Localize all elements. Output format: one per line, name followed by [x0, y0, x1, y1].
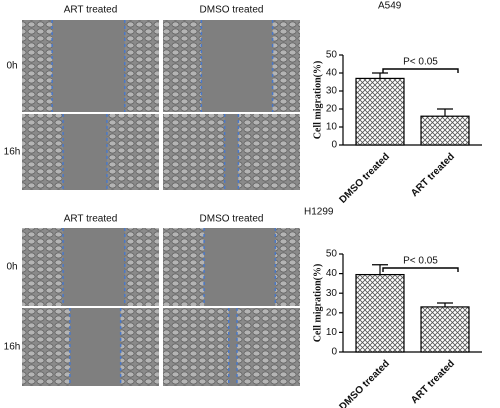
y-tick-label: 30 [326, 288, 338, 299]
x-tick-label: ART treated [409, 358, 457, 406]
cell-line-label: A549 [378, 1, 402, 12]
error-bar [372, 264, 388, 275]
y-tick-label: 40 [326, 268, 338, 279]
y-tick-label: 0 [331, 347, 337, 358]
annotation: P< 0.05 [403, 57, 438, 68]
column-label: ART treated [64, 5, 118, 16]
row-label: 0h [6, 61, 17, 72]
microscopy-image [163, 114, 300, 190]
wound-gap [63, 228, 125, 306]
wound-gap [52, 20, 125, 112]
bar [420, 306, 470, 353]
microscopy-image [22, 20, 159, 112]
x-tick-label: ART treated [409, 151, 457, 199]
wound-gap [228, 308, 237, 386]
row-label: 16h [4, 342, 21, 353]
error-bar [437, 302, 453, 307]
y-axis-label: Cell migration(%) [312, 264, 323, 343]
x-tick-label: DMSO treated [337, 358, 392, 408]
y-tick-label: 50 [326, 50, 338, 61]
annotation: P< 0.05 [403, 256, 438, 267]
row-label: 0h [6, 262, 17, 273]
y-tick-label: 10 [326, 327, 338, 338]
y-tick-label: 0 [331, 140, 337, 151]
significance-bracket [382, 267, 459, 272]
wound-gap [204, 228, 276, 306]
microscopy-image [22, 228, 159, 306]
wound-gap [201, 20, 273, 112]
microscopy-image [163, 20, 300, 112]
column-label: DMSO treated [200, 5, 264, 16]
microscopy-image [22, 308, 159, 386]
column-label: DMSO treated [200, 214, 264, 225]
y-tick-label: 10 [326, 122, 338, 133]
error-bar [437, 108, 453, 117]
column-label: ART treated [64, 214, 118, 225]
row-label: 16h [4, 147, 21, 158]
error-bar [372, 72, 388, 79]
microscopy-image [22, 114, 159, 190]
y-tick-label: 30 [326, 86, 338, 97]
y-axis-label: Cell migration(%) [312, 61, 323, 140]
wound-gap [63, 114, 107, 190]
bar [355, 273, 405, 353]
bar [355, 77, 405, 146]
wound-gap [224, 114, 239, 190]
wound-gap [69, 308, 121, 386]
microscopy-image [163, 228, 300, 306]
y-tick-label: 40 [326, 68, 338, 79]
cell-line-label: H1299 [304, 207, 334, 218]
bar [420, 115, 470, 146]
y-tick-label: 50 [326, 249, 338, 260]
x-tick-label: DMSO treated [337, 151, 392, 206]
y-tick-label: 20 [326, 307, 338, 318]
microscopy-image [163, 308, 300, 386]
significance-bracket [382, 68, 459, 73]
y-tick-label: 20 [326, 104, 338, 115]
